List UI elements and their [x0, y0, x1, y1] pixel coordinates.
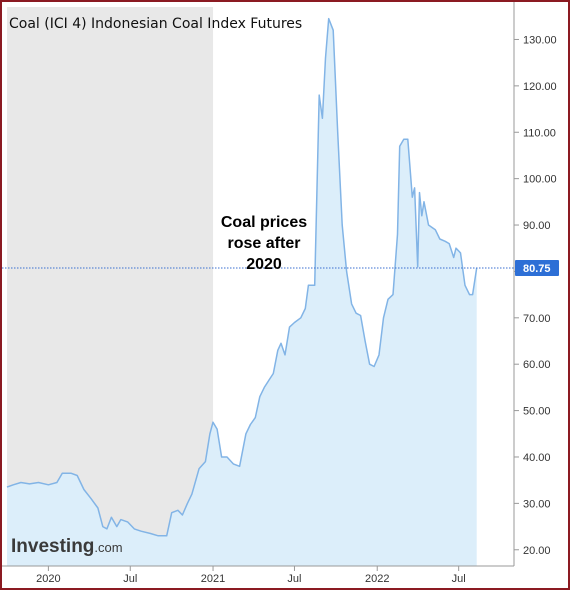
y-tick-label: 60.00 — [523, 359, 551, 371]
annotation-line-2: rose after — [228, 235, 301, 252]
y-tick-label: 70.00 — [523, 313, 551, 325]
y-tick-label: 30.00 — [523, 498, 551, 510]
annotation-line-3: 2020 — [246, 256, 282, 273]
x-tick-label: Jul — [452, 573, 466, 585]
logo-suffix: .com — [94, 540, 122, 555]
y-tick-label: 40.00 — [523, 452, 551, 464]
current-value-label: 80.75 — [523, 263, 551, 275]
investing-logo: Investing.com — [11, 536, 123, 557]
logo-text: Investing.com — [11, 536, 123, 557]
y-tick-label: 100.00 — [523, 174, 557, 186]
current-value-badge-box — [515, 259, 559, 276]
x-axis: 2020 Jul 2021 Jul 2022 Jul — [36, 566, 466, 585]
current-value-badge: 80.75 — [515, 259, 559, 276]
x-tick-label: Jul — [287, 573, 301, 585]
y-tick-label: 130.00 — [523, 34, 557, 46]
x-tick-label: 2022 — [365, 573, 389, 585]
y-tick-label: 120.00 — [523, 81, 557, 93]
y-axis: 20.0030.0040.0050.0060.0070.0080.0090.00… — [514, 34, 557, 557]
y-tick-label: 20.00 — [523, 545, 551, 557]
y-tick-label: 50.00 — [523, 406, 551, 418]
annotation: Coal prices rose after 2020 — [221, 214, 307, 273]
price-area-fill — [7, 18, 477, 567]
x-tick-label: 2020 — [36, 573, 60, 585]
x-tick-label: Jul — [123, 573, 137, 585]
chart-title: Coal (ICI 4) Indonesian Coal Index Futur… — [9, 16, 302, 32]
price-line — [6, 17, 478, 537]
shaded-period-2020 — [7, 7, 214, 566]
y-tick-label: 90.00 — [523, 220, 551, 232]
y-tick-label: 110.00 — [523, 127, 556, 139]
x-tick-label: 2021 — [201, 573, 225, 585]
logo-main: Investing — [11, 536, 94, 557]
annotation-line-1: Coal prices — [221, 214, 307, 231]
